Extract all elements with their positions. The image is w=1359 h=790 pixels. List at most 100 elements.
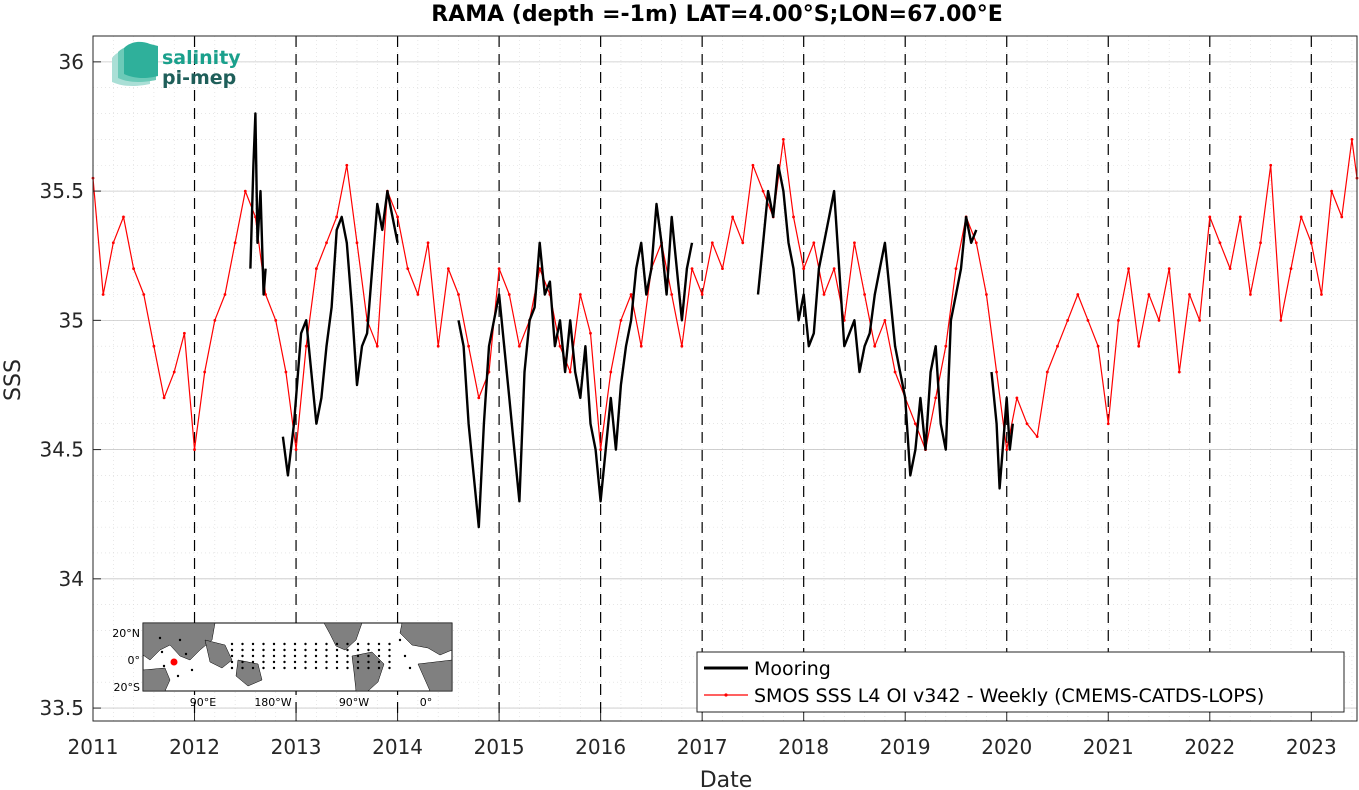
smos-point (1035, 435, 1039, 439)
smos-point (446, 267, 450, 271)
buoy-dot (293, 642, 297, 646)
buoy-dot (325, 654, 328, 658)
smos-point (1147, 293, 1151, 296)
smos-point (335, 215, 339, 219)
smos-point (1117, 318, 1120, 322)
smos-point (122, 215, 125, 219)
smos-point (995, 370, 998, 374)
buoy-dot (190, 668, 194, 672)
buoy-dot (377, 666, 381, 670)
smos-point (1167, 267, 1171, 271)
map-lat-label: 20°S (114, 681, 140, 694)
land-masses (142, 622, 453, 692)
smos-point (213, 318, 217, 322)
buoy-dot (160, 650, 164, 654)
smos-point (1137, 344, 1141, 348)
buoy-dot (241, 648, 244, 652)
map-lon-label: 90°E (190, 696, 216, 709)
logo-line2: pi-mep (162, 67, 236, 89)
logo-waves-icon (112, 41, 158, 86)
smos-point (781, 137, 785, 141)
buoy-dot (314, 648, 318, 652)
inset-map: 20°N 0° 20°S 90°E 180°W 90°W 0° (112, 622, 453, 709)
buoy-dot (272, 648, 276, 652)
legend-box (696, 651, 1345, 713)
smos-point (304, 344, 308, 348)
mooring-line-segment (990, 371, 1014, 490)
chart-title: RAMA (depth =-1m) LAT=4.00°S;LON=67.00°E (431, 2, 1002, 27)
buoy-dot (262, 660, 265, 664)
smos-point (497, 267, 501, 271)
smos-point (599, 448, 603, 451)
smos-point (1330, 189, 1334, 193)
smos-point (1056, 344, 1059, 348)
smos-point (182, 331, 186, 335)
smos-point (416, 293, 420, 296)
smos-point (111, 241, 115, 245)
y-tick-label: 34 (59, 567, 84, 591)
x-tick-label: 2022 (1184, 735, 1235, 759)
smos-point (1127, 267, 1130, 271)
smos-point (406, 267, 410, 271)
smos-point (223, 293, 227, 296)
buoy-dot (367, 660, 370, 664)
smos-point (802, 267, 806, 271)
buoy-dot (262, 654, 265, 658)
smos-point (1248, 293, 1252, 296)
buoy-dot (335, 648, 339, 652)
smos-point (1320, 293, 1323, 296)
y-tick-label: 33.5 (39, 696, 84, 720)
buoy-dot (283, 642, 286, 646)
buoy-dot (325, 660, 328, 664)
smos-point (1157, 318, 1161, 322)
buoy-dot (356, 642, 360, 646)
y-axis-ticks: 33.5 34 34.5 35 35.5 36 (39, 50, 101, 720)
buoy-dot (304, 648, 307, 652)
buoy-dot (367, 666, 370, 670)
buoy-dot (314, 666, 318, 670)
smos-point (142, 293, 146, 296)
smos-point (589, 331, 592, 335)
smos-point (944, 344, 948, 348)
smos-point (812, 241, 816, 245)
smos-point (284, 370, 288, 374)
buoy-dot (283, 666, 286, 670)
smos-point (700, 293, 704, 296)
x-tick-label: 2014 (372, 735, 423, 759)
buoy-dot (356, 654, 360, 658)
buoy-dot (346, 648, 349, 652)
smos-point (690, 267, 694, 271)
smos-point (1289, 267, 1293, 271)
smos-point (477, 396, 481, 400)
smos-point (1238, 215, 1242, 219)
buoy-dot (346, 654, 349, 658)
buoy-dot (251, 642, 255, 646)
mooring-line-segment (457, 202, 694, 529)
buoy-dot (272, 642, 276, 646)
buoy-dot (356, 648, 360, 652)
map-lat-label: 20°N (112, 627, 140, 640)
smos-point (731, 215, 735, 219)
smos-point (1066, 318, 1070, 322)
buoy-dot (304, 654, 307, 658)
buoy-dot (272, 654, 276, 658)
buoy-dot (377, 660, 381, 664)
buoy-dot (377, 642, 381, 646)
smos-point (314, 267, 318, 271)
smos-point (132, 267, 136, 271)
smos-point (345, 163, 349, 167)
smos-point (1005, 448, 1009, 451)
smos-point (1045, 370, 1049, 374)
buoy-dot (178, 638, 182, 642)
buoy-dot (314, 642, 318, 646)
smos-point (619, 318, 623, 322)
buoy-dot (162, 664, 166, 668)
y-tick-label: 35.5 (39, 179, 84, 203)
buoy-markers (158, 636, 412, 678)
smos-point (1208, 215, 1212, 219)
series-smos (91, 137, 1359, 451)
x-axis-ticks: 2011 2012 2013 2014 2015 2016 2017 2018 2019 2020… (68, 713, 1337, 759)
smos-point (1269, 163, 1273, 167)
smos-point (518, 344, 521, 348)
